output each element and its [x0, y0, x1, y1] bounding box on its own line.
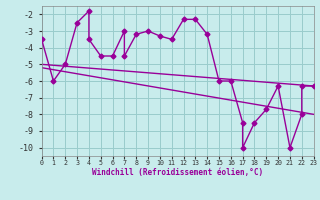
- X-axis label: Windchill (Refroidissement éolien,°C): Windchill (Refroidissement éolien,°C): [92, 168, 263, 177]
